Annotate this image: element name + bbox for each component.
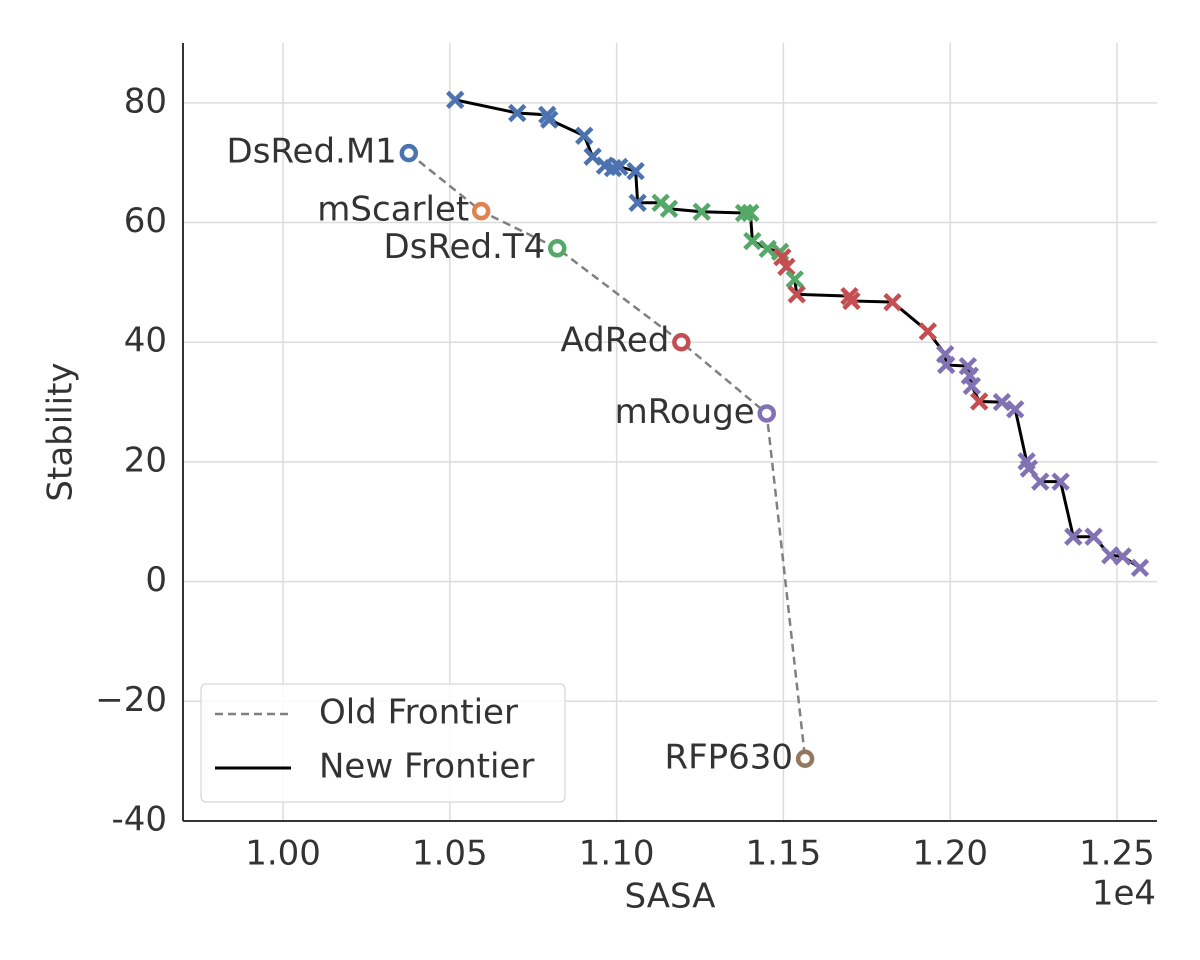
new-point: [659, 199, 679, 218]
old-point: [757, 404, 776, 423]
x-tick-label: 1.25: [1079, 834, 1155, 874]
legend-label: Old Frontier: [319, 693, 518, 733]
y-tick-label: 20: [124, 440, 167, 480]
x-tick-label: 1.00: [245, 834, 321, 874]
new-point: [777, 257, 796, 277]
new-point: [741, 203, 760, 223]
legend-label: New Frontier: [319, 747, 534, 787]
new-point: [1006, 400, 1025, 419]
new-point: [1113, 547, 1132, 566]
old-point: [795, 749, 815, 769]
x-tick-label: 1.15: [746, 834, 822, 874]
new-point: [446, 90, 465, 110]
new-point: [1064, 527, 1083, 546]
new-point: [508, 103, 527, 123]
x-axis-label: SASA: [625, 877, 716, 917]
new-point: [583, 147, 602, 166]
new-point: [1084, 527, 1103, 546]
new-point: [1051, 472, 1070, 491]
new-point: [962, 376, 982, 396]
new-point: [785, 270, 804, 289]
new-point: [692, 202, 711, 221]
new-point: [918, 322, 938, 341]
point-label: RFP630: [664, 737, 793, 777]
y-tick-label: 60: [124, 201, 167, 241]
y-axis-label: Stability: [41, 362, 81, 501]
x-offset-label: 1e4: [1092, 874, 1156, 914]
y-tick-label: 40: [124, 321, 167, 361]
y-tick-label: −20: [95, 680, 167, 720]
new-point: [937, 355, 956, 375]
y-tick-label: 80: [124, 81, 167, 121]
new-point: [883, 292, 902, 312]
old-point: [471, 201, 491, 221]
y-tick-label: 0: [145, 560, 167, 600]
new-point: [610, 157, 629, 177]
y-tick-label: -40: [111, 800, 167, 840]
old-point: [399, 143, 419, 163]
x-tick-label: 1.05: [412, 834, 488, 874]
point-label: mRouge: [615, 392, 755, 432]
new-point: [1019, 459, 1039, 478]
x-tick-label: 1.20: [912, 834, 988, 874]
new-point: [575, 126, 594, 145]
new-point: [842, 291, 861, 311]
point-label: AdRed: [560, 321, 669, 361]
old-point: [548, 239, 567, 258]
x-tick-label: 1.10: [579, 834, 655, 874]
new-point: [628, 193, 647, 212]
legend-box: [200, 683, 566, 803]
new-point: [743, 231, 762, 251]
new-point: [992, 392, 1012, 412]
new-point: [970, 392, 989, 411]
new-point: [626, 161, 645, 181]
new-point: [1031, 472, 1050, 491]
old-point: [672, 332, 691, 352]
new-point: [758, 239, 777, 259]
point-label: DsRed.T4: [384, 227, 546, 267]
point-label: DsRed.M1: [227, 132, 397, 172]
new-point: [1130, 558, 1150, 578]
new-point: [787, 285, 806, 304]
point-label: mScarlet: [317, 190, 469, 230]
new-point: [540, 110, 559, 129]
frontier-line: [454, 98, 1141, 570]
